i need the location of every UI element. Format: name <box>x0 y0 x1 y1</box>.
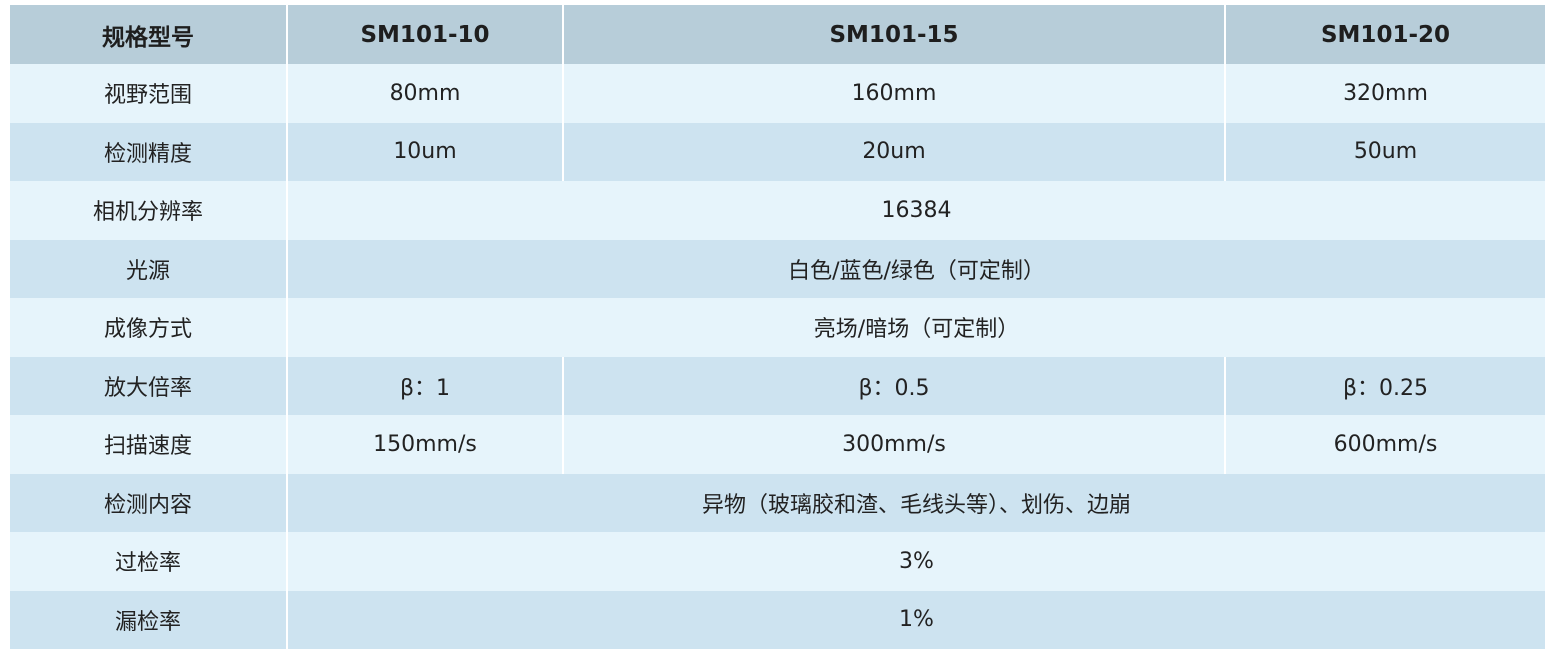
table-cell: 600mm/s <box>1224 415 1545 474</box>
header-row: 规格型号 SM101-10 SM101-15 SM101-20 <box>10 5 1545 64</box>
table-cell: 3% <box>286 532 1545 591</box>
table-cell: 50um <box>1224 122 1545 181</box>
row-label: 光源 <box>10 239 287 298</box>
table-cell: 亮场/暗场（可定制） <box>286 298 1545 357</box>
table-cell: 16384 <box>286 181 1545 240</box>
table-row: 视野范围 80mm 160mm 320mm <box>10 64 1545 123</box>
spec-table: 规格型号 SM101-10 SM101-15 SM101-20 视野范围 80mm… <box>10 5 1545 649</box>
row-label: 扫描速度 <box>10 415 287 474</box>
table-row: 成像方式 亮场/暗场（可定制） <box>10 298 1545 357</box>
table-row: 相机分辨率 16384 <box>10 181 1545 240</box>
table-cell: 80mm <box>286 64 563 123</box>
table-row: 检测内容 异物（玻璃胶和渣、毛线头等）、划伤、边崩 <box>10 473 1545 532</box>
row-label: 相机分辨率 <box>10 181 287 240</box>
table-cell: 320mm <box>1224 64 1545 123</box>
row-label: 检测精度 <box>10 122 287 181</box>
row-label: 放大倍率 <box>10 356 287 415</box>
table-cell: 10um <box>286 122 563 181</box>
table-cell: 20um <box>562 122 1225 181</box>
row-label: 过检率 <box>10 532 287 591</box>
table-row: 过检率 3% <box>10 532 1545 591</box>
row-label: 成像方式 <box>10 298 287 357</box>
header-cell: SM101-20 <box>1224 5 1545 64</box>
row-label: 漏检率 <box>10 590 287 649</box>
table-row: 扫描速度 150mm/s 300mm/s 600mm/s <box>10 415 1545 474</box>
row-label: 视野范围 <box>10 64 287 123</box>
table-row: 光源 白色/蓝色/绿色（可定制） <box>10 239 1545 298</box>
table-cell: β：0.25 <box>1224 356 1545 415</box>
header-cell: SM101-15 <box>562 5 1225 64</box>
row-label: 检测内容 <box>10 473 287 532</box>
table-row: 漏检率 1% <box>10 590 1545 649</box>
table-cell: 160mm <box>562 64 1225 123</box>
header-cell: 规格型号 <box>10 5 287 64</box>
table-cell: 150mm/s <box>286 415 563 474</box>
table-cell: 300mm/s <box>562 415 1225 474</box>
header-cell: SM101-10 <box>286 5 563 64</box>
table-cell: 异物（玻璃胶和渣、毛线头等）、划伤、边崩 <box>286 473 1545 532</box>
table-cell: 1% <box>286 590 1545 649</box>
table-cell: 白色/蓝色/绿色（可定制） <box>286 239 1545 298</box>
table-row: 放大倍率 β：1 β：0.5 β：0.25 <box>10 356 1545 415</box>
table-row: 检测精度 10um 20um 50um <box>10 122 1545 181</box>
table-cell: β：0.5 <box>562 356 1225 415</box>
table-cell: β：1 <box>286 356 563 415</box>
